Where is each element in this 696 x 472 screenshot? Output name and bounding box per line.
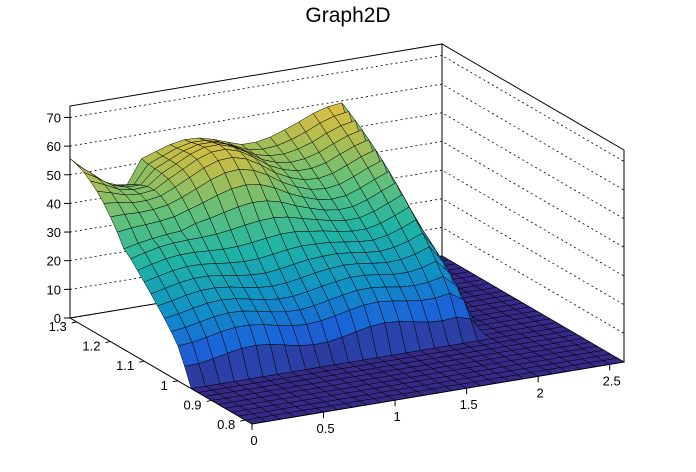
y-tick	[206, 399, 212, 402]
x-axis-line	[251, 361, 625, 425]
y-tick-label: 1.3	[49, 319, 67, 334]
z-tick-label: 20	[47, 254, 61, 269]
x-tick-label: 0.5	[316, 421, 334, 436]
z-tick-label: 0	[54, 311, 61, 326]
y-tick	[172, 380, 178, 383]
z-tick-label: 70	[47, 110, 61, 125]
chart-title: Graph2D	[305, 4, 391, 27]
y-tick	[105, 341, 111, 344]
z-gridline	[69, 83, 625, 191]
z-tick-label: 50	[47, 168, 61, 183]
z-tick-label: 60	[47, 139, 61, 154]
x-tick-label: 0	[250, 433, 257, 448]
x-tick-label: 1	[393, 409, 400, 424]
y-tick-label: 0.8	[217, 417, 235, 432]
y-axis-line	[69, 317, 253, 425]
y-tick	[71, 321, 77, 324]
x-tick-label: 1.5	[460, 397, 478, 412]
y-tick-label: 1.2	[82, 339, 100, 354]
y-tick	[139, 360, 145, 363]
y-tick-label: 1	[161, 378, 168, 393]
z-gridline	[69, 55, 625, 162]
y-tick-label: 1.1	[116, 358, 134, 373]
y-tick-label: 0.9	[183, 397, 201, 412]
z-tick-label: 10	[47, 282, 61, 297]
x-tick-label: 2	[537, 385, 544, 400]
z-tick-label: 30	[47, 225, 61, 240]
surface-cell	[69, 158, 92, 174]
y-tick	[240, 419, 246, 422]
z-tick-label: 40	[47, 196, 61, 211]
x-tick-label: 2.5	[603, 373, 621, 388]
